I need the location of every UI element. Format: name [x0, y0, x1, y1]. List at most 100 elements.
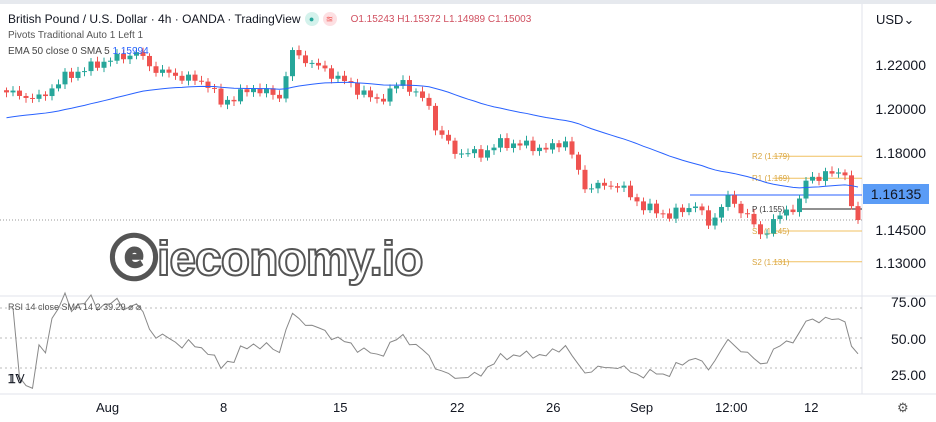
candle-down: [147, 55, 152, 67]
candle-down: [212, 87, 217, 89]
tradingview-logo[interactable]: 𝟙𝕍: [8, 372, 25, 386]
candle-down: [153, 66, 159, 73]
candle-up: [491, 147, 497, 151]
candle-up: [309, 62, 315, 64]
candle-down: [517, 143, 523, 146]
candle-down: [816, 176, 822, 181]
candle-down: [706, 210, 711, 226]
candle-down: [842, 172, 848, 176]
price-axis-label: 1.14500: [875, 222, 926, 238]
candle-down: [348, 81, 354, 83]
x-axis-label: 15: [333, 400, 348, 415]
symbol-title[interactable]: British Pound / U.S. Dollar · 4h · OANDA…: [8, 12, 531, 26]
candle-up: [595, 182, 601, 189]
candle-down: [634, 197, 640, 202]
candle-up: [335, 75, 341, 79]
ema-legend[interactable]: EMA 50 close 0 SMA 5 1.15994: [8, 46, 149, 57]
candle-up: [498, 138, 503, 148]
ohlc-values: O1.15243 H1.15372 L1.14989 C1.15003: [350, 13, 532, 25]
candle-up: [693, 206, 698, 209]
candle-up: [537, 147, 542, 152]
candle-up: [36, 94, 42, 99]
candle-down: [751, 213, 757, 225]
market-open-icon: ●: [304, 12, 319, 26]
current-price-badge: 1.16135: [863, 184, 929, 204]
candle-down: [628, 185, 633, 198]
rsi-axis-label: 25.00: [890, 367, 926, 383]
rsi-legend-text: RSI 14 close SMA 14 2: [8, 302, 101, 312]
candle-up: [413, 91, 419, 93]
x-axis-label: 12:00: [715, 400, 748, 415]
candle-up: [114, 53, 120, 61]
candle-up: [764, 233, 770, 235]
candle-down: [608, 185, 614, 187]
rsi-legend[interactable]: RSI 14 close SMA 14 2 39.29 ⌀ ⌀: [8, 302, 141, 313]
candle-down: [504, 138, 510, 149]
candle-up: [160, 69, 165, 73]
rsi-axis-label: 75.00: [890, 294, 926, 310]
candle-down: [420, 91, 425, 98]
candle-up: [134, 52, 139, 56]
x-axis-label: 22: [450, 400, 465, 415]
candle-up: [836, 172, 841, 174]
candle-up: [712, 217, 718, 226]
candle-down: [199, 80, 204, 82]
candle-up: [511, 143, 516, 149]
candle-down: [790, 209, 796, 213]
x-axis-label: 12: [804, 400, 819, 415]
candle-up: [101, 61, 107, 68]
candle-down: [582, 169, 588, 190]
candle-up: [361, 90, 367, 95]
chevron-down-icon: ⌄: [903, 12, 915, 27]
candle-up: [777, 215, 783, 220]
settings-gear-icon[interactable]: ⚙: [897, 400, 909, 415]
rsi-axis-label: 50.00: [890, 331, 926, 347]
pivots-legend[interactable]: Pivots Traditional Auto 1 Left 1: [8, 30, 144, 41]
candle-down: [244, 89, 250, 93]
candle-down: [738, 203, 744, 214]
candle-up: [56, 84, 61, 89]
candle-up: [62, 71, 68, 85]
candle-up: [127, 55, 133, 60]
candle-down: [849, 175, 854, 207]
candle-up: [771, 219, 776, 234]
candle-down: [179, 75, 185, 81]
x-axis-label: Aug: [96, 400, 120, 415]
candle-down: [758, 224, 763, 235]
candle-up: [589, 188, 594, 190]
candle-down: [95, 61, 100, 68]
candle-down: [426, 97, 432, 106]
candle-down: [433, 105, 438, 131]
candle-down: [355, 82, 360, 95]
candle-down: [368, 90, 373, 98]
candle-down: [667, 213, 672, 219]
candle-down: [576, 154, 581, 170]
candle-down: [166, 69, 172, 73]
candle-up: [283, 76, 289, 99]
candle-up: [88, 61, 94, 72]
currency-select[interactable]: USD⌄: [876, 12, 914, 28]
currency-label: USD: [876, 12, 904, 27]
candle-down: [699, 206, 705, 211]
candle-down: [615, 186, 620, 188]
candle-down: [192, 74, 198, 81]
candle-down: [17, 90, 22, 96]
candle-up: [290, 50, 295, 77]
candle-down: [329, 68, 334, 79]
candle-down: [478, 149, 484, 158]
candle-up: [550, 143, 555, 150]
candle-up: [108, 60, 113, 62]
candle-up: [394, 85, 399, 89]
candle-up: [186, 74, 191, 81]
candle-down: [745, 213, 750, 215]
candle-down: [277, 94, 282, 99]
candle-up: [686, 208, 692, 213]
pivot-label: S1 (1.145): [752, 227, 790, 236]
candle-down: [446, 134, 451, 141]
chart-canvas[interactable]: R2 (1.179) R1 (1.169) P (1.155) S1 (1.145) S…: [0, 4, 936, 422]
candle-up: [82, 71, 87, 73]
candle-up: [75, 71, 81, 78]
candle-down: [556, 143, 562, 148]
candle-up: [264, 88, 269, 94]
